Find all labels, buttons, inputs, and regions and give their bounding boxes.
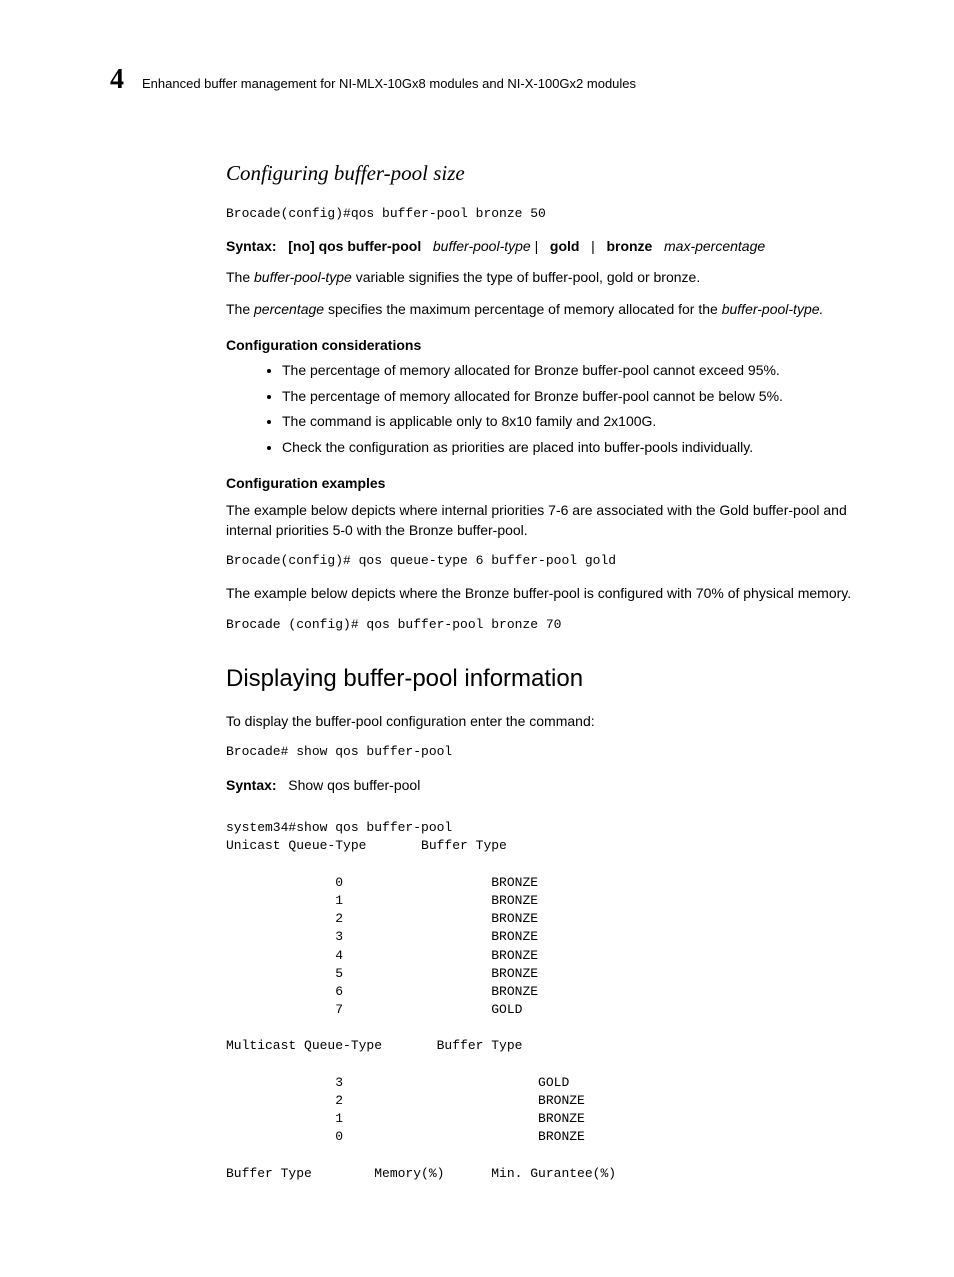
para-percentage: The percentage specifies the maximum per…	[226, 300, 874, 320]
syntax-arg2: max-percentage	[664, 238, 765, 254]
chapter-number: 4	[110, 60, 124, 99]
page-content: Configuring buffer-pool size Brocade(con…	[226, 159, 874, 1183]
syntax-label: Syntax:	[226, 238, 277, 254]
code-block-1: Brocade(config)#qos buffer-pool bronze 5…	[226, 205, 874, 223]
section-title-config: Configuring buffer-pool size	[226, 159, 874, 188]
page-header: 4 Enhanced buffer management for NI-MLX-…	[110, 60, 874, 99]
running-title: Enhanced buffer management for NI-MLX-10…	[142, 75, 636, 93]
syntax-text-2: Show qos buffer-pool	[288, 777, 420, 793]
considerations-heading: Configuration considerations	[226, 336, 874, 356]
syntax-sep1: |	[535, 238, 539, 254]
syntax-opt-bronze: bronze	[606, 238, 652, 254]
syntax-sep2: |	[591, 238, 595, 254]
example-para-2: The example below depicts where the Bron…	[226, 584, 874, 604]
section-title-display: Displaying buffer-pool information	[226, 662, 874, 696]
output-block: system34#show qos buffer-pool Unicast Qu…	[226, 819, 874, 1183]
syntax-arg1: buffer-pool-type	[433, 238, 531, 254]
code-block-3: Brocade (config)# qos buffer-pool bronze…	[226, 616, 874, 634]
list-item: Check the configuration as priorities ar…	[282, 438, 874, 458]
para-buffer-pool-type: The buffer-pool-type variable signifies …	[226, 268, 874, 288]
list-item: The percentage of memory allocated for B…	[282, 387, 874, 407]
example-para-1: The example below depicts where internal…	[226, 501, 874, 540]
examples-heading: Configuration examples	[226, 474, 874, 494]
syntax-line-2: Syntax: Show qos buffer-pool	[226, 776, 874, 796]
code-block-4: Brocade# show qos buffer-pool	[226, 743, 874, 761]
syntax-opt-gold: gold	[550, 238, 580, 254]
code-block-2: Brocade(config)# qos queue-type 6 buffer…	[226, 552, 874, 570]
display-para-1: To display the buffer-pool configuration…	[226, 712, 874, 732]
considerations-list: The percentage of memory allocated for B…	[226, 361, 874, 457]
syntax-line-1: Syntax: [no] qos buffer-pool buffer-pool…	[226, 237, 874, 257]
list-item: The percentage of memory allocated for B…	[282, 361, 874, 381]
syntax-cmd: [no] qos buffer-pool	[288, 238, 421, 254]
syntax-label-2: Syntax:	[226, 777, 277, 793]
list-item: The command is applicable only to 8x10 f…	[282, 412, 874, 432]
